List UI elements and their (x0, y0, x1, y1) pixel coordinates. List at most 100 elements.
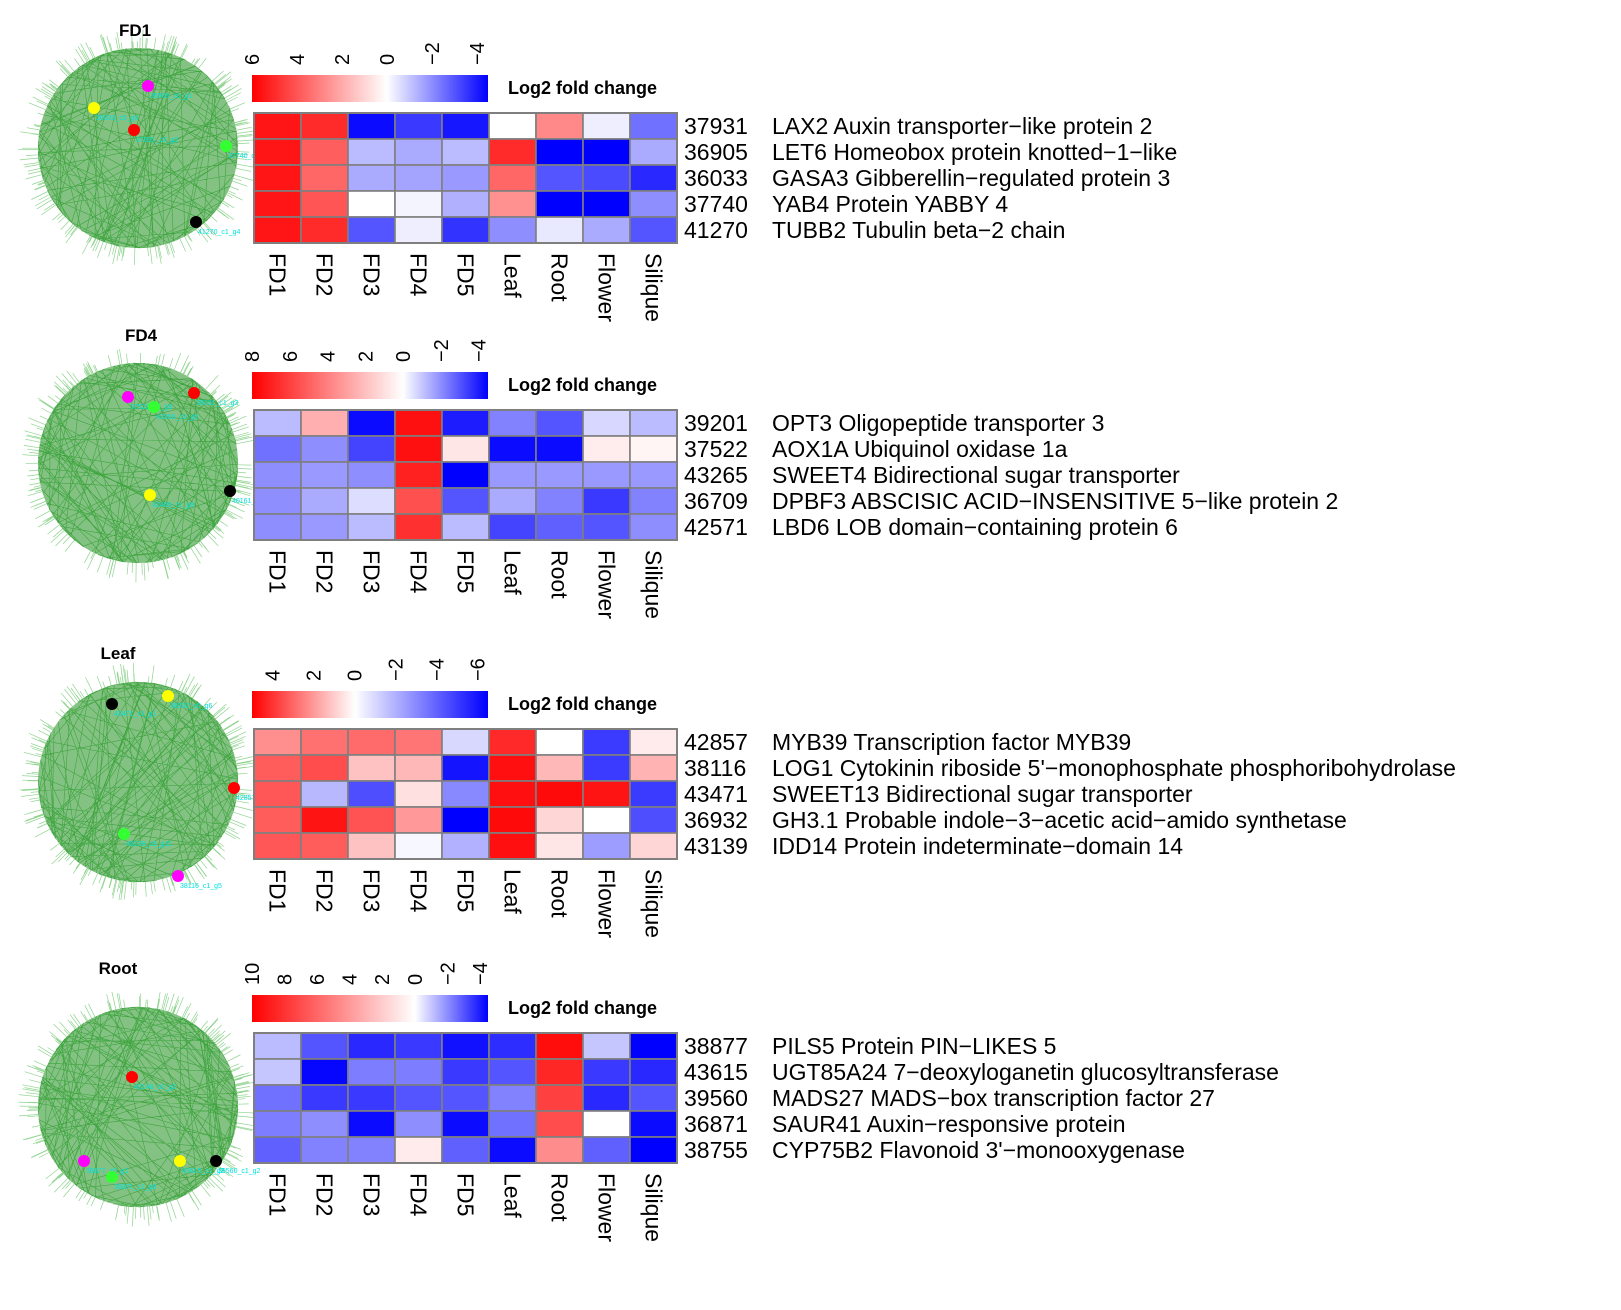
legend-tick-label: 2 (372, 974, 394, 985)
network-node (106, 698, 118, 710)
heatmap-cell (535, 1032, 584, 1060)
heatmap-cell (347, 435, 396, 463)
heatmap-cell (300, 1136, 349, 1164)
heatmap-cell (629, 728, 678, 756)
column-label: FD2 (312, 253, 338, 296)
heatmap-cell (441, 754, 490, 782)
network-node-label: 43615_c1_g2 (182, 1168, 225, 1175)
network-disc (38, 363, 238, 563)
row-label: AOX1A Ubiquinol oxidase 1a (772, 436, 1068, 462)
network-fringe (18, 991, 256, 1227)
network-node-label: 41270_c1_g4 (198, 229, 241, 236)
row-label: LET6 Homeobox protein knotted−1−like (772, 139, 1177, 165)
heatmap-cell (394, 409, 443, 437)
legend-tick-label: −2 (437, 962, 459, 985)
heatmap-cell (535, 728, 584, 756)
row-id: 36709 (684, 488, 748, 514)
heatmap-cell (253, 728, 302, 756)
legend-tick-label: 8 (242, 351, 264, 362)
row-label: SWEET4 Bidirectional sugar transporter (772, 462, 1180, 488)
column-label: Silique (641, 869, 667, 938)
heatmap-cell (347, 216, 396, 244)
heatmap-cell (629, 754, 678, 782)
row-id: 42857 (684, 729, 748, 755)
network-fd1: 36905_c0_g1 36033_c5_g5 37931_c2_g2 37740_c… (18, 29, 271, 265)
heatmap-cell (441, 164, 490, 192)
heatmap-cell (253, 435, 302, 463)
heatmap-cell (394, 754, 443, 782)
row-id: 36871 (684, 1111, 748, 1137)
heatmap-cell (441, 190, 490, 218)
network-node-label: 37740_c0_g5 (228, 153, 271, 160)
network-node (224, 485, 236, 497)
network-edges (37, 681, 239, 883)
heatmap-cell (582, 190, 631, 218)
row-label: MYB39 Transcription factor MYB39 (772, 729, 1131, 755)
heatmap-cell (535, 1110, 584, 1138)
row-id: 36905 (684, 139, 748, 165)
heatmap-cell (488, 487, 537, 515)
column-label: Root (547, 550, 573, 599)
heatmap-cell (253, 1032, 302, 1060)
row-id: 43139 (684, 833, 748, 859)
heatmap-cell (253, 190, 302, 218)
network-node-label: 43265_c3_g5 (156, 414, 199, 421)
heatmap-cell (488, 1110, 537, 1138)
heatmap-cell (347, 487, 396, 515)
heatmap-cell (300, 190, 349, 218)
heatmap-cell (535, 409, 584, 437)
network-node (228, 782, 240, 794)
heatmap-cell (347, 409, 396, 437)
legend-colorbar (252, 75, 488, 102)
column-label: FD1 (265, 550, 291, 593)
legend-tick-label: 6 (307, 974, 329, 985)
heatmap-cell (582, 832, 631, 860)
heatmap-cell (535, 780, 584, 808)
row-label: LOG1 Cytokinin riboside 5'−monophosphate… (772, 755, 1456, 781)
heatmap-cell (582, 138, 631, 166)
heatmap-cell (253, 216, 302, 244)
heatmap-cell (347, 728, 396, 756)
heatmap-cell (582, 1110, 631, 1138)
heatmap-cell (582, 1084, 631, 1112)
row-label: MADS27 MADS−box transcription factor 27 (772, 1085, 1215, 1111)
heatmap-cell (535, 1084, 584, 1112)
heatmap-cell (347, 164, 396, 192)
heatmap-cell (300, 435, 349, 463)
heatmap-cell (253, 138, 302, 166)
heatmap-cell (582, 780, 631, 808)
heatmap-cell (535, 1136, 584, 1164)
heatmap-cell (347, 112, 396, 140)
heatmap-cell (253, 1136, 302, 1164)
heatmap-cell (441, 112, 490, 140)
network-node (188, 387, 200, 399)
heatmap-cell (629, 409, 678, 437)
heatmap-cell (300, 780, 349, 808)
row-id: 41270 (684, 217, 748, 243)
legend-tick-label: −4 (467, 42, 489, 65)
heatmap-cell (582, 216, 631, 244)
heatmap-cell (535, 487, 584, 515)
column-label: FD3 (359, 253, 385, 296)
column-label: Root (547, 1173, 573, 1222)
legend-colorbar (252, 995, 488, 1022)
legend-title: Log2 fold change (508, 78, 657, 98)
heatmap-cell (394, 832, 443, 860)
heatmap-cell (535, 112, 584, 140)
network-root: 42148_c0_g2 38877_c0_g1 36871_c1_g8 43615_c… (18, 991, 261, 1227)
heatmap-cell (488, 112, 537, 140)
heatmap-cell (441, 216, 490, 244)
network-node (128, 124, 140, 136)
row-id: 42571 (684, 514, 748, 540)
network-node (78, 1155, 90, 1167)
panel-title: Leaf (101, 644, 136, 663)
heatmap-cell (347, 513, 396, 541)
heatmap-cell (394, 112, 443, 140)
heatmap-cell (253, 754, 302, 782)
heatmap-cell (629, 780, 678, 808)
heatmap-cell (535, 461, 584, 489)
row-id: 37740 (684, 191, 748, 217)
heatmap-cell (300, 1032, 349, 1060)
heatmap-cell (582, 513, 631, 541)
heatmap-cell (535, 513, 584, 541)
